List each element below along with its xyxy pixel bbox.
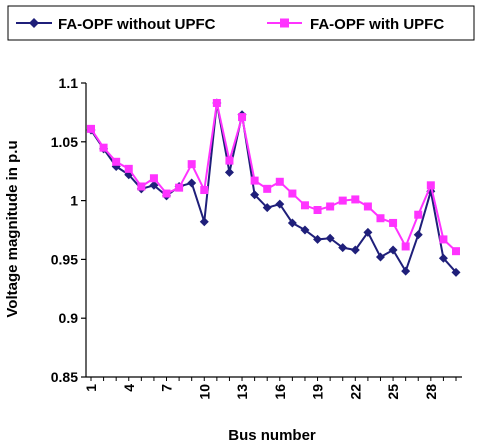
data-point-2: [137, 182, 146, 191]
data-point-2: [263, 184, 272, 193]
data-point-2: [149, 174, 158, 183]
data-point-2: [124, 164, 133, 173]
data-point-1: [149, 180, 159, 190]
data-point-2: [238, 113, 247, 122]
x-tick-label: 22: [347, 384, 363, 400]
data-point-1: [350, 245, 360, 255]
x-tick-label: 25: [385, 384, 401, 400]
data-point-2: [300, 201, 309, 210]
data-point-2: [212, 98, 221, 107]
data-point-2: [338, 196, 347, 205]
data-point-2: [175, 183, 184, 192]
data-point-2: [99, 143, 108, 152]
legend: FA-OPF without UPFC FA-OPF with UPFC: [7, 5, 475, 41]
data-point-2: [414, 210, 423, 219]
data-point-2: [389, 218, 398, 227]
legend-label-1: FA-OPF without UPFC: [58, 16, 216, 33]
data-point-2: [288, 189, 297, 198]
data-point-2: [162, 189, 171, 198]
x-tick-label: 13: [234, 384, 250, 400]
plot-area: 0.85 0.9 0.95 1 1.05 1.1 1 4 7 10 13 16 19 22 25 28: [51, 75, 462, 400]
data-point-1: [287, 218, 297, 228]
series-line-1: [90, 102, 457, 274]
data-point-1: [375, 252, 385, 262]
legend-marker-2: [280, 18, 289, 28]
data-point-2: [225, 156, 234, 165]
data-point-1: [413, 230, 423, 240]
x-tick-label: 16: [272, 384, 288, 400]
legend-box: [7, 5, 475, 41]
series-line-2: [90, 102, 457, 252]
data-point-2: [452, 247, 460, 256]
data-point-2: [112, 157, 121, 166]
data-point-2: [363, 202, 372, 211]
data-point-2: [250, 176, 259, 185]
data-point-1: [187, 178, 197, 188]
data-point-2: [351, 195, 360, 204]
data-point-1: [438, 253, 448, 263]
data-point-1: [388, 245, 398, 255]
legend-marker-1: [29, 18, 39, 28]
y-tick-label: 0.85: [51, 369, 78, 385]
data-point-2: [87, 124, 95, 133]
data-point-1: [199, 217, 209, 227]
data-point-2: [426, 181, 435, 190]
x-tick-label: 10: [196, 384, 212, 400]
y-tick-label: 1.1: [59, 75, 79, 91]
data-point-2: [439, 235, 448, 244]
x-axis-label: Bus number: [228, 427, 316, 444]
data-point-1: [363, 227, 373, 237]
x-tick-label: 19: [310, 384, 326, 400]
legend-label-2: FA-OPF with UPFC: [310, 16, 444, 33]
y-tick-label: 1: [70, 193, 78, 209]
x-tick-label: 7: [159, 384, 175, 392]
data-point-2: [401, 242, 410, 251]
x-tick-label: 28: [423, 384, 439, 400]
data-point-1: [338, 243, 348, 253]
data-point-1: [325, 233, 335, 243]
x-tick-label: 1: [83, 384, 99, 392]
data-point-1: [275, 199, 285, 209]
data-point-2: [313, 206, 322, 215]
y-axis-label: Voltage magnitude in p.u: [4, 140, 21, 317]
data-point-1: [313, 234, 323, 244]
y-tick-label: 1.05: [51, 134, 78, 150]
data-point-1: [262, 203, 272, 213]
data-point-2: [376, 214, 385, 223]
data-point-2: [200, 186, 209, 195]
data-point-1: [451, 267, 461, 277]
data-point-1: [224, 167, 234, 177]
data-point-1: [300, 225, 310, 235]
y-tick-label: 0.9: [59, 310, 79, 326]
data-point-2: [187, 160, 196, 169]
x-tick-label: 4: [121, 384, 137, 392]
data-point-2: [275, 177, 284, 186]
y-tick-label: 0.95: [51, 251, 78, 267]
data-point-1: [401, 266, 411, 276]
data-point-2: [326, 202, 335, 211]
data-point-1: [250, 190, 260, 200]
